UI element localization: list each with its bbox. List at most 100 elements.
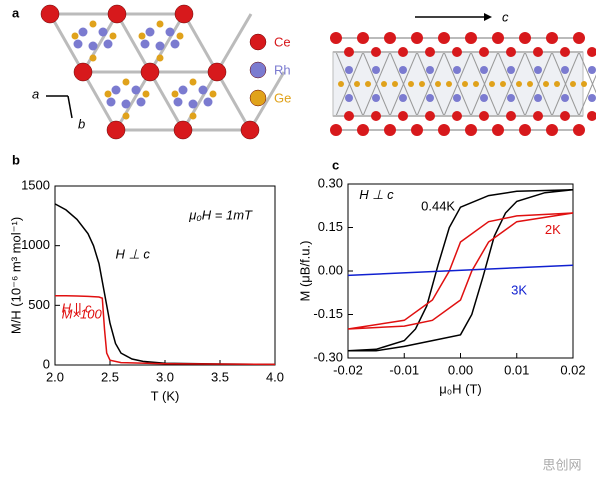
atom bbox=[330, 32, 342, 44]
atom bbox=[506, 47, 516, 57]
atom bbox=[103, 39, 113, 49]
atom bbox=[507, 94, 515, 102]
atom bbox=[479, 111, 489, 121]
atom bbox=[145, 27, 155, 37]
atom bbox=[98, 27, 108, 37]
atom bbox=[453, 94, 461, 102]
data-line bbox=[347, 212, 574, 330]
atom bbox=[473, 81, 479, 87]
atom bbox=[398, 47, 408, 57]
atom bbox=[156, 54, 164, 62]
y-tick-label: 500 bbox=[28, 297, 50, 312]
atom bbox=[140, 39, 150, 49]
atom bbox=[178, 85, 188, 95]
atom bbox=[480, 94, 488, 102]
y-axis-label: M (μB/f.u.) bbox=[297, 241, 312, 302]
atom bbox=[534, 66, 542, 74]
atom bbox=[78, 27, 88, 37]
atom bbox=[399, 94, 407, 102]
atom bbox=[357, 32, 369, 44]
atom bbox=[345, 94, 353, 102]
x-tick-label: 2.5 bbox=[101, 369, 119, 384]
atom bbox=[155, 41, 165, 51]
atom bbox=[209, 90, 217, 98]
atom bbox=[399, 66, 407, 74]
atom bbox=[176, 32, 184, 40]
y-tick-label: 0.00 bbox=[318, 262, 343, 277]
y-tick-label: 1000 bbox=[21, 237, 50, 252]
atom bbox=[203, 97, 213, 107]
atom bbox=[533, 47, 543, 57]
atom bbox=[189, 78, 197, 86]
atom bbox=[173, 97, 183, 107]
atom bbox=[534, 94, 542, 102]
atom bbox=[573, 124, 585, 136]
bond bbox=[416, 51, 445, 117]
atom bbox=[73, 39, 83, 49]
atom bbox=[480, 66, 488, 74]
atom bbox=[425, 111, 435, 121]
axis-label: c bbox=[502, 9, 509, 24]
atom bbox=[452, 47, 462, 57]
annotation: M×100 bbox=[62, 306, 103, 321]
x-tick-label: 2.0 bbox=[46, 369, 64, 384]
atom bbox=[587, 111, 596, 121]
atom bbox=[372, 66, 380, 74]
atom bbox=[392, 81, 398, 87]
y-tick-label: 0.15 bbox=[318, 219, 343, 234]
atom bbox=[507, 66, 515, 74]
atom bbox=[140, 62, 160, 82]
atom bbox=[142, 90, 150, 98]
atom bbox=[344, 111, 354, 121]
atom bbox=[560, 111, 570, 121]
atom bbox=[452, 111, 462, 121]
axis-label: b bbox=[78, 116, 85, 131]
x-tick-label: 0.02 bbox=[560, 362, 585, 377]
crystal-structure: Ce Rh Ge a b c bbox=[32, 4, 596, 140]
legend-label: Ge bbox=[274, 90, 291, 105]
atom bbox=[40, 4, 60, 24]
x-tick-label: 4.0 bbox=[266, 369, 284, 384]
atom bbox=[189, 112, 197, 120]
atom bbox=[519, 124, 531, 136]
x-axis-label: μ₀H (T) bbox=[439, 381, 482, 396]
atom bbox=[561, 66, 569, 74]
y-tick-label: 1500 bbox=[21, 177, 50, 192]
bond bbox=[335, 51, 364, 117]
atom bbox=[106, 120, 126, 140]
atom bbox=[107, 4, 127, 24]
y-tick-label: -0.15 bbox=[313, 306, 343, 321]
atom bbox=[89, 20, 97, 28]
atom bbox=[89, 54, 97, 62]
atom bbox=[581, 81, 587, 87]
atom bbox=[371, 111, 381, 121]
bond bbox=[524, 51, 553, 117]
atom bbox=[554, 81, 560, 87]
x-axis-label: T (K) bbox=[151, 388, 180, 403]
atom bbox=[462, 81, 468, 87]
atom bbox=[122, 78, 130, 86]
x-tick-label: 0.01 bbox=[504, 362, 529, 377]
atom bbox=[506, 111, 516, 121]
atom bbox=[381, 81, 387, 87]
atom bbox=[438, 32, 450, 44]
atom bbox=[156, 20, 164, 28]
annotation: H ⊥ c bbox=[116, 247, 151, 262]
panel-label: c bbox=[332, 157, 339, 172]
panel-label: b bbox=[12, 152, 20, 167]
atom bbox=[111, 85, 121, 95]
axis-arrow bbox=[67, 95, 73, 119]
atom bbox=[171, 90, 179, 98]
atom bbox=[88, 41, 98, 51]
atom bbox=[384, 32, 396, 44]
atom bbox=[419, 81, 425, 87]
atom bbox=[73, 62, 93, 82]
atom bbox=[588, 94, 596, 102]
atom bbox=[533, 111, 543, 121]
bond bbox=[443, 51, 472, 117]
atom bbox=[546, 32, 558, 44]
atom bbox=[174, 4, 194, 24]
y-tick-label: -0.30 bbox=[313, 349, 343, 364]
atom bbox=[357, 124, 369, 136]
atom bbox=[371, 47, 381, 57]
